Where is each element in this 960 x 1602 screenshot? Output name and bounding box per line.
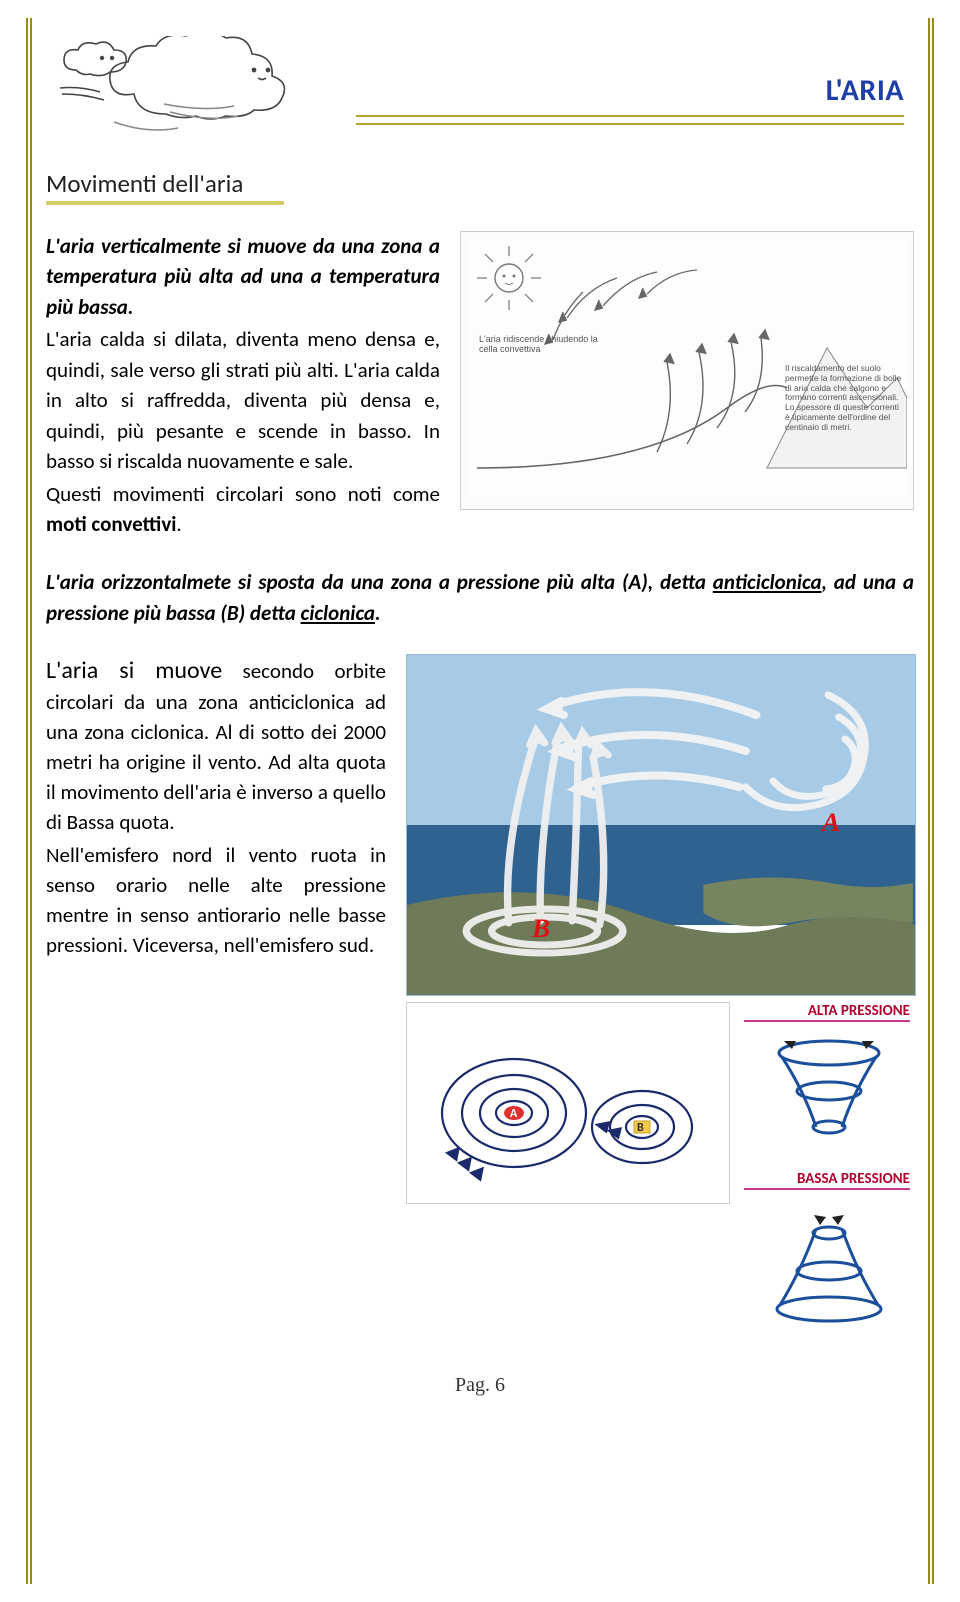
row-vertical-motion: L'aria verticalmente si muove da una zon… <box>46 231 914 541</box>
para2-e: . <box>375 600 381 626</box>
fig1-caption-a: L'aria ridiscende chiudendo la cella con… <box>479 334 609 355</box>
isobars-diagram: A B <box>406 1002 730 1204</box>
label-bassa-pressione: BASSA PRESSIONE <box>744 1170 910 1190</box>
label-A: A <box>820 808 840 837</box>
svg-text:A: A <box>510 1107 518 1121</box>
document-page: L'ARIA Movimenti dell'aria L'aria vertic… <box>0 0 960 1602</box>
label-B: B <box>531 914 550 943</box>
spiral-low-icon <box>754 1194 904 1334</box>
bottom-figures: A B <box>406 1002 914 1338</box>
para3: L'aria si muove secondo orbite circolari… <box>46 654 386 837</box>
body-vertical-b-pre: Questi movimenti circolari sono noti com… <box>46 481 440 507</box>
term-anticiclonica: anticiclonica <box>713 569 822 595</box>
text-vertical-motion: L'aria verticalmente si muove da una zon… <box>46 231 440 541</box>
term-ciclonica: ciclonica <box>301 600 375 626</box>
lead-sentence-vertical: L'aria verticalmente si muove da una zon… <box>46 233 440 320</box>
para2-a: L'aria orizzontalmete si sposta da una z… <box>46 569 713 595</box>
figure-convection: L'aria ridiscende chiudendo la cella con… <box>460 231 914 510</box>
label-alta-pressione: ALTA PRESSIONE <box>744 1002 910 1022</box>
para3-lead: L'aria si muove <box>46 656 222 685</box>
body-vertical-b-post: . <box>176 511 181 537</box>
para4: Nell'emisfero nord il vento ruota in sen… <box>46 841 386 960</box>
section-heading-rule <box>46 201 284 205</box>
body-vertical-a: L'aria calda si dilata, diventa meno den… <box>46 324 440 476</box>
term-moti-convettivi: moti convettivi <box>46 511 176 537</box>
spiral-high-icon <box>754 1026 904 1166</box>
para-horizontal-motion: L'aria orizzontalmete si sposta da una z… <box>46 567 914 628</box>
body-vertical-b: Questi movimenti circolari sono noti com… <box>46 479 440 540</box>
svg-text:B: B <box>637 1121 644 1135</box>
cyclone-anticyclone-illustration: A B <box>406 654 916 996</box>
fig1-caption-b: Il riscaldamento del suolo permette la f… <box>785 364 903 432</box>
convection-diagram: L'aria ridiscende chiudendo la cella con… <box>467 238 907 498</box>
title-rule <box>356 115 904 125</box>
pressure-spirals: ALTA PRESSIONE BASSA PRESSIONE <box>744 1002 914 1338</box>
row-cyclone: L'aria si muove secondo orbite circolari… <box>46 654 914 1338</box>
text-cyclone: L'aria si muove secondo orbite circolari… <box>46 654 386 964</box>
page-header: L'ARIA <box>46 36 914 146</box>
figure-column-right: A B A <box>406 654 914 1338</box>
document-title: L'ARIA <box>356 72 904 109</box>
title-block: L'ARIA <box>356 72 914 125</box>
section-heading: Movimenti dell'aria <box>46 168 914 199</box>
page-footer: Pag. 6 <box>46 1374 914 1397</box>
clouds-wind-illustration <box>46 36 356 146</box>
